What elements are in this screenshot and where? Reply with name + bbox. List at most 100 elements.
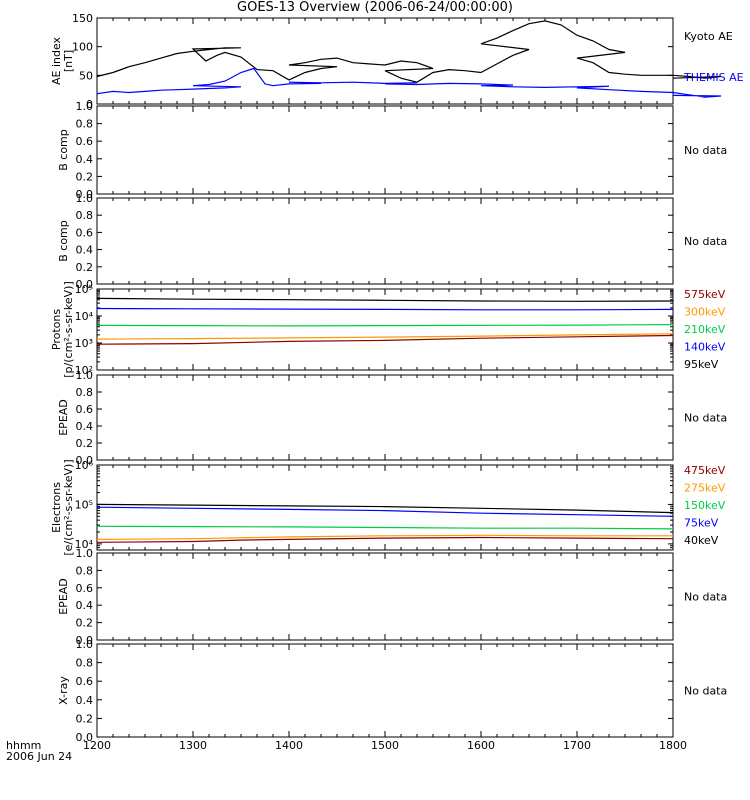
y-tick-label: 0.0	[76, 454, 94, 467]
legend-entry: 95keV	[684, 358, 719, 371]
x-tick-label: 1200	[83, 739, 111, 752]
y-tick-label: 0.8	[76, 386, 94, 399]
y-tick-label: 0.8	[76, 657, 94, 670]
y-tick-label: 0.6	[76, 675, 94, 688]
y-tick-label: 0.2	[76, 712, 94, 725]
legend-entry: Kyoto AE	[684, 30, 733, 43]
y-tick-label: 10⁵	[75, 283, 93, 296]
legend-entry: 300keV	[684, 306, 726, 319]
panel-3: 0.0 0.2 0.4 0.6 0.8 1.0 B comp No data	[57, 192, 727, 291]
y-tick-label: 1.0	[76, 100, 94, 113]
y-tick-label: 0.2	[76, 261, 94, 274]
y-tick-label: 0.4	[76, 694, 94, 707]
series-line-275kev	[96, 534, 673, 541]
series-line-210kev	[96, 324, 674, 327]
y-tick-label: 1.0	[76, 547, 94, 560]
y-tick-label: 0.6	[76, 403, 94, 416]
series-line-themis-ae	[96, 67, 722, 98]
x-tick-label: 1400	[275, 739, 303, 752]
time-axis-label-date: 2006 Jun 24	[6, 750, 73, 763]
y-tick-label: 0.2	[76, 617, 94, 630]
y-tick-label: 1.0	[76, 192, 94, 205]
panel-frame	[96, 105, 674, 195]
y-tick-label: 0.4	[76, 420, 94, 433]
y-tick-label: 0	[86, 98, 93, 111]
x-tick-label: 1300	[179, 739, 207, 752]
panel-frame	[96, 374, 674, 461]
legend-entry: 140keV	[684, 341, 726, 354]
no-data-note: No data	[684, 412, 727, 425]
y-tick-label: 0.6	[76, 582, 94, 595]
panel-frame	[96, 197, 674, 285]
y-axis-label: EPEAD	[57, 578, 70, 615]
series-line-40kev	[96, 503, 674, 514]
y-tick-label: 0.0	[76, 278, 94, 291]
y-tick-label: 0.8	[76, 209, 94, 222]
y-axis-label: Protons[p/(cm²-s-sr-keV)]	[50, 281, 75, 378]
series-line-kyoto-ae	[96, 20, 722, 83]
legend-entry: 575keV	[684, 288, 726, 301]
y-tick-label: 150	[72, 12, 93, 25]
panel-2: 0.0 0.2 0.4 0.6 0.8 1.0 B comp No data	[57, 100, 727, 201]
series-line-150kev	[96, 525, 674, 530]
panel-8: 0.0 0.2 0.4 0.6 0.8 1.0 X-ray No data	[57, 638, 727, 744]
y-axis-label: EPEAD	[57, 399, 70, 436]
legend-entry: 210keV	[684, 323, 726, 336]
y-tick-label: 1.0	[76, 638, 94, 651]
y-tick-label: 0.2	[76, 170, 94, 183]
y-tick-label: 0.4	[76, 599, 94, 612]
y-tick-label: 0.0	[76, 188, 94, 201]
y-tick-label: 10²	[75, 364, 93, 377]
y-tick-label: 0.8	[76, 564, 94, 577]
x-tick-label: 1600	[467, 739, 495, 752]
legend-entry: THEMIS AE	[683, 71, 744, 84]
no-data-note: No data	[684, 235, 727, 248]
page-title: GOES-13 Overview (2006-06-24/00:00:00)	[237, 0, 513, 15]
panel-1: 0 50 100 150 AE index[nT] Kyoto AE THEMIS AE	[50, 12, 744, 111]
y-axis-label: B comp	[57, 129, 70, 171]
x-tick-label: 1800	[659, 739, 687, 752]
y-tick-label: 0.2	[76, 437, 94, 450]
time-axis-label-units: hhmm	[6, 739, 42, 752]
y-axis-label: B comp	[57, 220, 70, 262]
no-data-note: No data	[684, 144, 727, 157]
y-axis-label: AE index[nT]	[50, 36, 75, 85]
y-tick-label: 10³	[75, 337, 93, 350]
y-tick-label: 10⁴	[75, 538, 94, 551]
y-tick-label: 10⁶	[75, 459, 94, 472]
panel-frame	[96, 643, 674, 738]
panel-frame	[96, 464, 674, 551]
y-tick-label: 0.4	[76, 244, 94, 257]
y-tick-label: 0.4	[76, 153, 94, 166]
series-line-475kev	[96, 536, 674, 543]
legend-entry: 475keV	[684, 464, 726, 477]
no-data-note: No data	[684, 591, 727, 604]
y-tick-label: 0.0	[76, 634, 94, 647]
panel-frame	[96, 552, 674, 641]
y-axis-label: Electrons[e/(cm²-s-sr-keV)]	[50, 459, 75, 555]
series-line-300kev	[96, 333, 674, 340]
y-tick-label: 10⁵	[75, 498, 93, 511]
y-tick-label: 0.6	[76, 135, 94, 148]
y-tick-label: 0.0	[76, 731, 94, 744]
series-line-575kev	[96, 334, 674, 345]
x-tick-label: 1500	[371, 739, 399, 752]
legend-entry: 275keV	[684, 482, 726, 495]
y-axis-label: X-ray	[57, 676, 70, 705]
x-tick-label: 1700	[563, 739, 591, 752]
panel-5: 0.0 0.2 0.4 0.6 0.8 1.0 EPEAD No data	[57, 369, 727, 467]
series-line-95kev	[96, 297, 674, 302]
y-tick-label: 1.0	[76, 369, 94, 382]
y-tick-label: 0.6	[76, 226, 94, 239]
y-tick-label: 50	[79, 69, 93, 82]
no-data-note: No data	[684, 685, 727, 698]
legend-entry: 75keV	[684, 517, 719, 530]
y-tick-label: 100	[72, 41, 93, 54]
legend-entry: 150keV	[684, 499, 726, 512]
panel-7: 0.0 0.2 0.4 0.6 0.8 1.0 EPEAD No data	[57, 547, 727, 647]
series-line-140kev	[96, 307, 674, 311]
legend-entry: 40keV	[684, 534, 719, 547]
